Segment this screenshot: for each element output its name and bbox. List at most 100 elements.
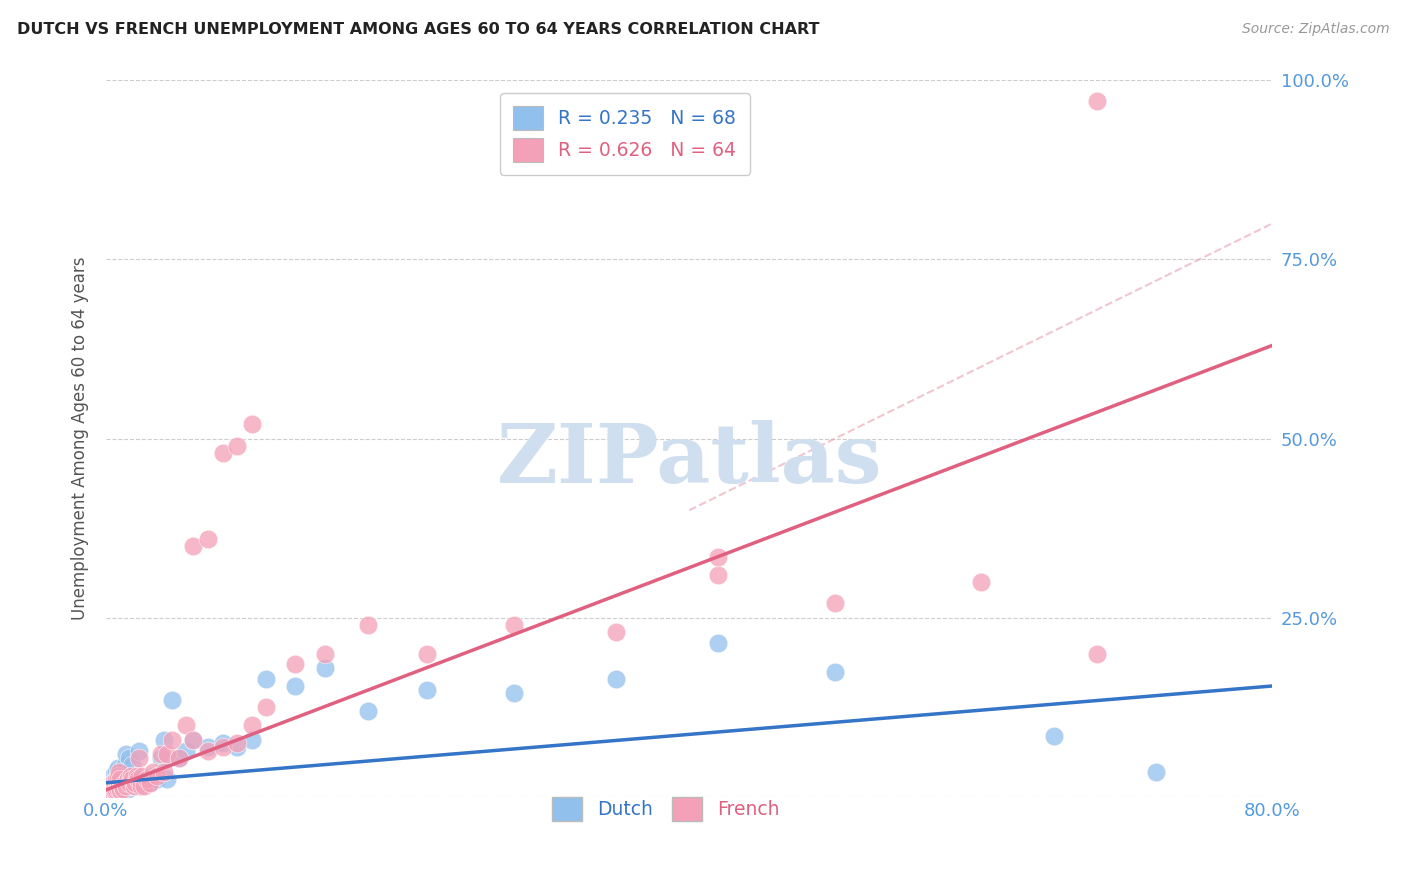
Point (103, 769, 125, 783)
Point (108, 780, 131, 794)
Point (118, 780, 141, 794)
Point (111, 772, 134, 787)
Point (197, 743, 219, 757)
Point (707, 549, 730, 564)
Text: DUTCH VS FRENCH UNEMPLOYMENT AMONG AGES 60 TO 64 YEARS CORRELATION CHART: DUTCH VS FRENCH UNEMPLOYMENT AMONG AGES … (17, 22, 820, 37)
Point (415, 682, 437, 697)
Point (108, 772, 131, 787)
Point (160, 693, 183, 707)
Point (150, 750, 173, 764)
Point (125, 772, 148, 787)
Point (156, 747, 179, 761)
Point (174, 743, 197, 757)
Point (115, 776, 138, 790)
Point (121, 780, 143, 794)
Point (112, 783, 135, 797)
Point (110, 776, 132, 790)
Point (131, 776, 153, 790)
Point (103, 783, 125, 797)
Point (240, 718, 263, 732)
Point (107, 781, 129, 796)
Point (111, 780, 134, 794)
Point (120, 772, 142, 787)
Point (146, 769, 169, 783)
Point (605, 625, 627, 640)
Point (100, 784, 122, 798)
Point (314, 661, 336, 675)
Point (197, 739, 219, 754)
Point (160, 732, 183, 747)
Point (357, 704, 380, 718)
Point (824, 597, 846, 611)
Point (503, 618, 526, 632)
Point (129, 780, 152, 794)
Point (112, 769, 135, 783)
Point (284, 657, 307, 672)
Point (226, 736, 249, 750)
Point (107, 761, 129, 775)
Point (183, 539, 205, 553)
Point (107, 769, 129, 783)
Point (104, 772, 127, 787)
Point (211, 736, 233, 750)
Point (103, 776, 125, 790)
Point (153, 765, 176, 780)
Point (100, 784, 122, 798)
Point (98, 783, 121, 797)
Point (120, 769, 142, 783)
Point (134, 772, 156, 787)
Point (100, 780, 122, 794)
Point (122, 776, 145, 790)
Point (107, 781, 129, 796)
Y-axis label: Unemployment Among Ages 60 to 64 years: Unemployment Among Ages 60 to 64 years (72, 257, 89, 620)
Point (105, 776, 128, 790)
Point (118, 776, 141, 790)
Point (197, 532, 219, 546)
Point (117, 772, 139, 787)
Point (1087, 647, 1109, 661)
Point (103, 783, 125, 797)
Point (107, 774, 129, 789)
Point (1087, 95, 1109, 109)
Point (124, 776, 146, 790)
Point (118, 750, 141, 764)
Point (357, 618, 380, 632)
Point (824, 665, 846, 679)
Point (110, 783, 132, 797)
Point (503, 686, 526, 700)
Point (254, 700, 277, 714)
Legend: Dutch, French: Dutch, French (538, 784, 793, 834)
Point (167, 750, 190, 764)
Point (226, 739, 249, 754)
Point (183, 732, 205, 747)
Point (117, 781, 139, 796)
Point (104, 784, 127, 798)
Point (108, 765, 131, 780)
Point (114, 780, 136, 794)
Text: ZIPatlas: ZIPatlas (496, 420, 882, 500)
Point (127, 772, 149, 787)
Point (211, 446, 233, 460)
Point (97, 787, 120, 801)
Point (117, 769, 139, 783)
Point (104, 784, 127, 798)
Point (103, 776, 125, 790)
Point (131, 769, 153, 783)
Point (98, 783, 121, 797)
Point (105, 765, 128, 780)
Point (110, 783, 132, 797)
Point (132, 780, 155, 794)
Point (138, 776, 160, 790)
Point (105, 783, 128, 797)
Point (138, 776, 160, 790)
Point (970, 574, 993, 589)
Text: Source: ZipAtlas.com: Source: ZipAtlas.com (1241, 22, 1389, 37)
Point (122, 780, 145, 794)
Point (254, 672, 277, 686)
Point (108, 780, 131, 794)
Point (104, 777, 127, 791)
Point (135, 772, 157, 787)
Point (183, 732, 205, 747)
Point (115, 780, 138, 794)
Point (142, 765, 165, 780)
